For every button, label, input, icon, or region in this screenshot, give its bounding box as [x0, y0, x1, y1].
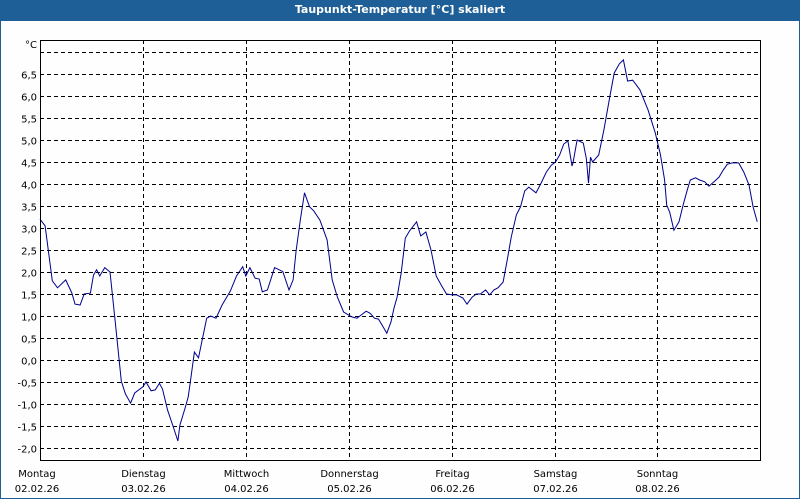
x-tick-date-label: 06.02.26 [430, 484, 475, 495]
x-tick-date-label: 03.02.26 [121, 484, 166, 495]
y-tick-label: 2,5 [21, 247, 37, 258]
y-tick-label: 5,5 [21, 115, 37, 126]
y-tick-label: 0,0 [21, 357, 37, 368]
y-tick-label: 1,5 [21, 291, 37, 302]
y-tick-label: 3,0 [21, 225, 37, 236]
y-tick-label: 0,5 [21, 335, 37, 346]
y-axis: 6,5 6,0 5,5 5,0 4,5 4,0 3,5 3,0 2,5 2,0 1,5 1,0 0,5 0… [17, 71, 37, 456]
y-tick-label: -1,0 [17, 401, 37, 412]
y-tick-label: 6,5 [21, 71, 37, 82]
y-tick-label: 2,0 [21, 269, 37, 280]
y-tick-label: 6,0 [21, 93, 37, 104]
x-tick-day-label: Mittwoch [224, 469, 269, 480]
y-axis-unit: °C [25, 40, 37, 51]
y-tick-label: 3,5 [21, 203, 37, 214]
chart-title: Taupunkt-Temperatur [°C] skaliert [0, 0, 800, 21]
y-tick-label: -2,0 [17, 445, 37, 456]
y-tick-label: -1,5 [17, 423, 37, 434]
y-tick-label: 5,0 [21, 137, 37, 148]
x-tick-day-label: Donnerstag [320, 469, 378, 480]
x-tick-date-label: 02.02.26 [15, 484, 60, 495]
y-tick-label: -0,5 [17, 379, 37, 390]
x-tick-date-label: 07.02.26 [533, 484, 578, 495]
x-axis: Montag 02.02.26 Dienstag 03.02.26 Mittwoch 04… [15, 469, 680, 495]
y-tick-label: 1,0 [21, 313, 37, 324]
x-tick-date-label: 08.02.26 [635, 484, 680, 495]
x-tick-day-label: Sonntag [637, 469, 679, 480]
x-tick-day-label: Freitag [435, 469, 469, 480]
dewpoint-series-line [39, 58, 758, 442]
y-tick-label: 4,5 [21, 159, 37, 170]
plot-area-border [40, 40, 761, 461]
x-tick-day-label: Dienstag [121, 469, 166, 480]
gridlines [40, 40, 760, 460]
x-tick-day-label: Samstag [534, 469, 578, 480]
x-tick-date-label: 04.02.26 [224, 484, 269, 495]
y-tick-label: 4,0 [21, 181, 37, 192]
x-tick-date-label: 05.02.26 [327, 484, 372, 495]
x-tick-day-label: Montag [18, 469, 55, 480]
